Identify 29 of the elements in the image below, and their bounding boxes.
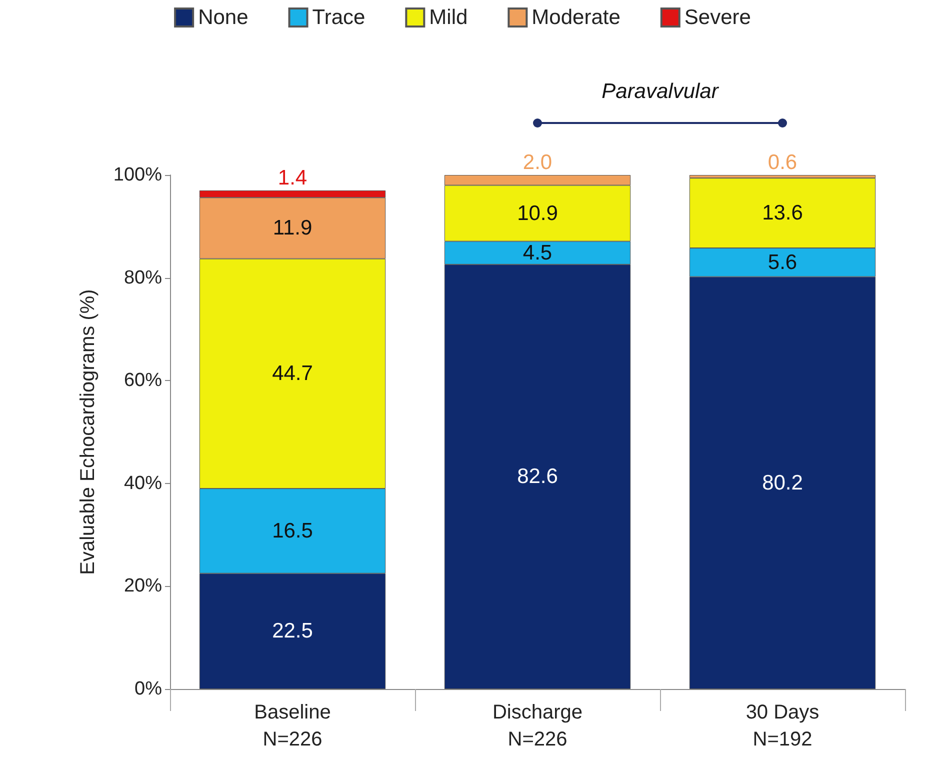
y-tick-label: 40% (124, 472, 162, 494)
legend-label: Moderate (532, 6, 620, 29)
y-tick-label: 0% (134, 678, 162, 700)
y-tick-label: 20% (124, 576, 162, 597)
data-label: 0.6 (768, 151, 798, 174)
data-label: 80.2 (762, 471, 803, 494)
legend-label: Severe (684, 6, 751, 29)
text: Paravalvular (602, 80, 718, 104)
y-tick-label: 60% (124, 370, 162, 392)
legend-label: Trace (312, 6, 366, 29)
data-label: 4.5 (522, 241, 552, 264)
legend-label: Mild (429, 6, 468, 29)
data-label: 2.0 (522, 151, 552, 174)
y-tick-label: 100% (113, 164, 162, 186)
x-tick-label: 30 Days N=192 (746, 702, 820, 750)
data-label: 22.5 (272, 620, 313, 643)
data-label: 16.5 (272, 519, 313, 542)
legend-label: None (198, 6, 248, 29)
data-label: 82.6 (517, 465, 558, 488)
data-label: 44.7 (272, 362, 313, 386)
x-tick-label: Baseline N=226 (254, 702, 331, 750)
data-label: 5.6 (768, 250, 798, 274)
data-label: 1.4 (278, 166, 308, 190)
data-label: 10.9 (517, 202, 558, 225)
data-label: 11.9 (272, 216, 312, 240)
y-axis-title: Evaluable Echocardiograms (%) (77, 289, 99, 575)
y-tick-label: 80% (124, 267, 162, 288)
x-tick-label: Discharge N=226 (492, 702, 583, 750)
data-label: 13.6 (762, 202, 803, 225)
